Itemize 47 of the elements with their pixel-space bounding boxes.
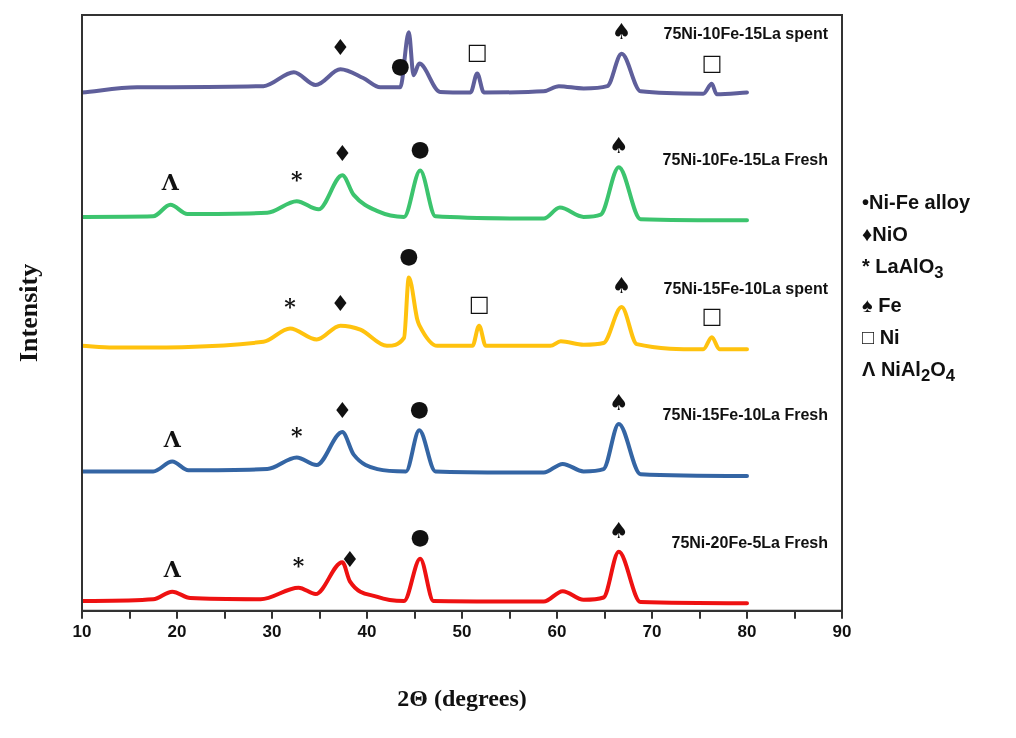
- annotation: □: [468, 290, 490, 317]
- annotation: ●: [410, 135, 430, 162]
- x-tick-label: 40: [357, 621, 377, 641]
- x-tick-label: 10: [72, 621, 92, 641]
- x-tick-label: 60: [547, 621, 567, 641]
- x-tick-label: 30: [262, 621, 282, 641]
- annotation: ♦: [332, 396, 353, 423]
- text: Λ NiAl$_{2}$O$_{4}$: [862, 357, 956, 387]
- x-tick-label: 50: [452, 621, 472, 641]
- annotation: ♠: [611, 18, 632, 45]
- text: ♦NiO: [862, 222, 909, 247]
- x-tick-label: 20: [167, 621, 187, 641]
- x-tick-label: 80: [737, 621, 757, 641]
- text: 75Ni-10Fe-15La Fresh: [662, 150, 828, 168]
- text: ♠ Fe: [862, 293, 903, 318]
- annotation: ●: [409, 395, 429, 422]
- text: 75Ni-15Fe-10La spent: [663, 279, 829, 297]
- annotation: *: [284, 293, 297, 320]
- annotation: ●: [410, 523, 430, 550]
- annotation: *: [290, 165, 303, 192]
- annotation: □: [466, 38, 488, 65]
- annotation: ♠: [608, 388, 629, 415]
- annotation: Λ: [162, 426, 182, 453]
- annotation: Λ: [160, 169, 180, 196]
- annotation: ●: [399, 242, 419, 269]
- annotation: ♦: [332, 139, 353, 166]
- text: 75Ni-15Fe-10La Fresh: [662, 406, 828, 424]
- annotation: ♦: [330, 290, 351, 317]
- annotation: □: [701, 301, 723, 328]
- x-tick-label: 70: [642, 621, 662, 641]
- annotation: ♠: [611, 271, 632, 298]
- annotation: ♠: [608, 131, 629, 158]
- text: 75Ni-20Fe-5La Fresh: [671, 533, 828, 551]
- annotation: ♦: [330, 34, 351, 61]
- annotation: ♦: [340, 546, 360, 573]
- text: □ Ni: [862, 325, 901, 350]
- text: •Ni-Fe alloy: [862, 190, 971, 215]
- x-tick-label: 90: [832, 621, 852, 641]
- annotation: ♠: [608, 516, 629, 543]
- annotation: □: [701, 48, 723, 75]
- text: * LaAlO$_{3}$: [862, 254, 945, 284]
- y-axis-title: Intensity: [13, 263, 43, 363]
- text: 75Ni-10Fe-15La spent: [663, 25, 829, 43]
- annotation: *: [290, 422, 303, 449]
- annotation: *: [292, 552, 305, 579]
- annotation: Λ: [162, 556, 182, 583]
- x-axis-title: 2Θ (degrees): [397, 684, 527, 711]
